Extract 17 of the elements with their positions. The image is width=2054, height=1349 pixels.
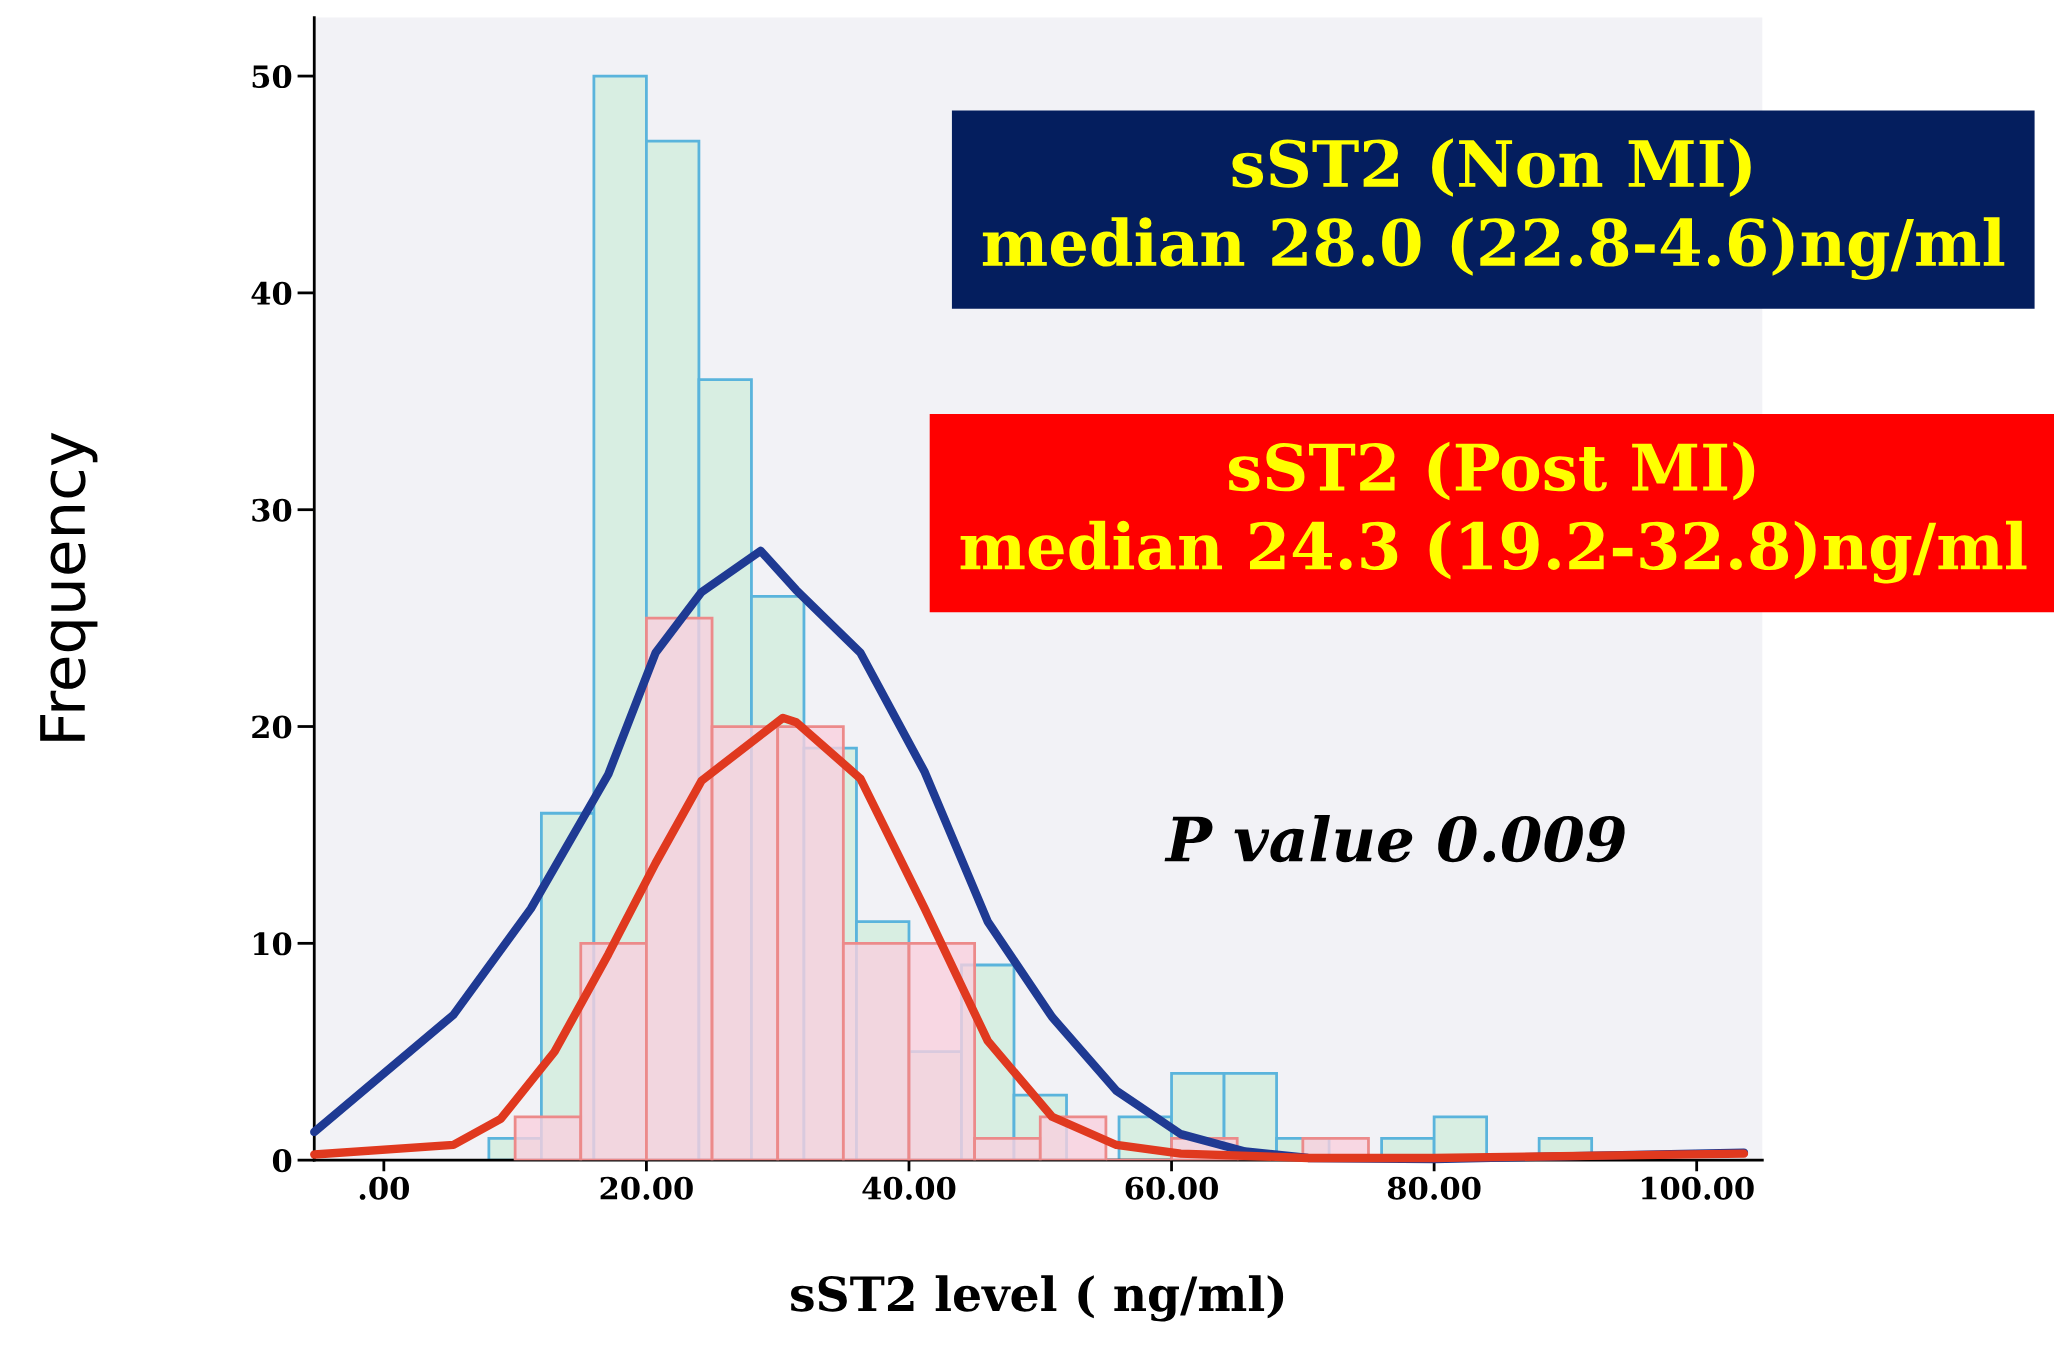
- x-tick-label: 20.00: [600, 1176, 693, 1200]
- x-tick-label: 80.00: [1387, 1176, 1481, 1200]
- x-tick-label: 40.00: [862, 1176, 956, 1200]
- annotation: sST2 (Non MI) median 28.0 (22.8-4.6)ng/ml: [982, 138, 2005, 280]
- y-tick-label: 30: [252, 498, 292, 522]
- y-tick-label: 20: [252, 715, 292, 739]
- x-tick-label: 60.00: [1125, 1176, 1218, 1200]
- x-tick-label: 100.00: [1641, 1176, 1754, 1200]
- annotation: sST2 (Post MI) median 24.3 (19.2-32.8)ng/ml: [960, 441, 2027, 584]
- y-axis-title: Frequency: [40, 432, 98, 741]
- y-tick-label: 50: [252, 65, 292, 89]
- x-tick-label: .00: [359, 1176, 409, 1200]
- y-tick-label: 40: [251, 281, 292, 305]
- annotation: P value 0.009: [1164, 814, 1625, 863]
- x-axis-title: sST2 level ( ng/ml): [791, 1275, 1284, 1322]
- y-tick-label: 10: [253, 932, 292, 956]
- y-tick-label: 0: [272, 1149, 292, 1173]
